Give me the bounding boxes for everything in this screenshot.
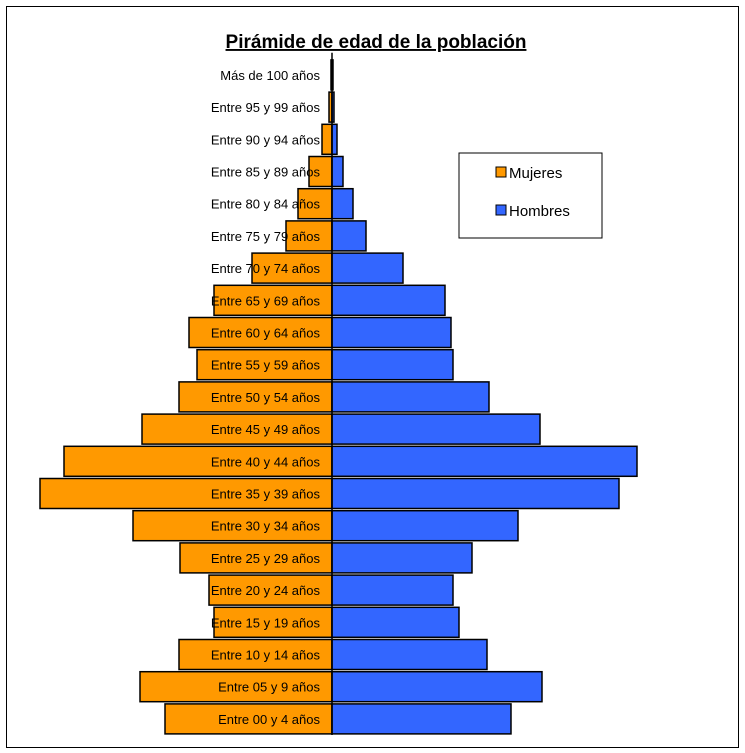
bar-hombres-entre-10-y-14-anos <box>331 638 488 671</box>
bar-mujeres-entre-00-y-4-anos <box>164 703 333 735</box>
bar-mujeres-entre-05-y-9-anos <box>139 670 333 703</box>
category-label-entre-45-y-49-anos: Entre 45 y 49 años <box>211 422 321 437</box>
legend: Mujeres Hombres <box>458 152 603 239</box>
category-label-entre-35-y-39-anos: Entre 35 y 39 años <box>211 487 321 502</box>
category-label-entre-75-y-79-anos: Entre 75 y 79 años <box>211 229 321 244</box>
legend-swatch-hombres <box>495 204 507 216</box>
legend-label-mujeres: Mujeres <box>509 165 562 182</box>
bar-mujeres-entre-20-y-24-anos <box>208 574 333 606</box>
bar-hombres-entre-60-y-64-anos <box>331 316 452 349</box>
bar-hombres-entre-80-y-84-anos <box>331 187 354 220</box>
category-label-entre-80-y-84-anos: Entre 80 y 84 años <box>211 197 321 212</box>
bar-hombres-entre-00-y-4-anos <box>331 703 512 735</box>
category-label-entre-40-y-44-anos: Entre 40 y 44 años <box>211 454 321 469</box>
category-label-entre-55-y-59-anos: Entre 55 y 59 años <box>211 358 321 373</box>
bar-mujeres-entre-50-y-54-anos <box>178 381 333 413</box>
legend-label-hombres: Hombres <box>509 203 570 220</box>
category-label-entre-70-y-74-anos: Entre 70 y 74 años <box>211 261 321 276</box>
bar-hombres-entre-50-y-54-anos <box>331 381 490 413</box>
category-label-entre-00-y-4-anos: Entre 00 y 4 años <box>218 712 320 727</box>
bar-hombres-entre-15-y-19-anos <box>331 606 460 639</box>
category-label-entre-90-y-94-anos: Entre 90 y 94 años <box>211 132 321 147</box>
chart-title: Pirámide de edad de la población <box>226 32 527 53</box>
bar-mujeres-entre-60-y-64-anos <box>188 316 333 349</box>
category-labels-layer: Entre 00 y 4 años Entre 05 y 9 años Entre … <box>211 68 321 727</box>
category-label-entre-50-y-54-anos: Entre 50 y 54 años <box>211 390 321 405</box>
category-label-mas-de-100-anos: Más de 100 años <box>220 68 320 83</box>
legend-swatch-mujeres <box>495 166 507 178</box>
category-label-entre-20-y-24-anos: Entre 20 y 24 años <box>211 583 321 598</box>
bar-mujeres-entre-65-y-69-anos <box>213 284 333 317</box>
bar-hombres-entre-30-y-34-anos <box>331 509 519 542</box>
bar-mujeres-entre-55-y-59-anos <box>196 348 333 381</box>
bar-hombres-entre-20-y-24-anos <box>331 574 454 606</box>
category-label-entre-25-y-29-anos: Entre 25 y 29 años <box>211 551 321 566</box>
chart-frame: Pirámide de edad de la población Entre 0… <box>6 6 739 748</box>
category-label-entre-60-y-64-anos: Entre 60 y 64 años <box>211 326 321 341</box>
category-label-entre-30-y-34-anos: Entre 30 y 34 años <box>211 519 321 534</box>
bar-mujeres-entre-75-y-79-anos <box>285 220 333 252</box>
bar-mujeres-entre-40-y-44-anos <box>63 445 333 478</box>
bar-hombres-entre-25-y-29-anos <box>331 542 473 574</box>
bar-hombres-entre-75-y-79-anos <box>331 220 367 252</box>
category-label-entre-10-y-14-anos: Entre 10 y 14 años <box>211 648 321 663</box>
category-label-entre-65-y-69-anos: Entre 65 y 69 años <box>211 293 321 308</box>
bar-mujeres-entre-15-y-19-anos <box>213 606 333 639</box>
category-label-entre-15-y-19-anos: Entre 15 y 19 años <box>211 615 321 630</box>
bar-mujeres-entre-45-y-49-anos <box>141 413 333 445</box>
bar-hombres-entre-35-y-39-anos <box>331 477 620 510</box>
category-label-entre-95-y-99-anos: Entre 95 y 99 años <box>211 100 321 115</box>
bars-layer <box>39 59 638 735</box>
bar-mujeres-entre-90-y-94-anos <box>321 123 333 156</box>
bar-hombres-entre-85-y-89-anos <box>331 155 344 188</box>
bar-hombres-entre-55-y-59-anos <box>331 348 454 381</box>
bar-hombres-entre-40-y-44-anos <box>331 445 638 478</box>
bar-hombres-entre-05-y-9-anos <box>331 670 543 703</box>
bar-mujeres-entre-10-y-14-anos <box>178 638 333 671</box>
legend-box <box>458 152 603 239</box>
bar-hombres-entre-65-y-69-anos <box>331 284 446 317</box>
category-label-entre-05-y-9-anos: Entre 05 y 9 años <box>218 680 320 695</box>
bar-mujeres-entre-70-y-74-anos <box>251 252 333 284</box>
category-label-entre-85-y-89-anos: Entre 85 y 89 años <box>211 165 321 180</box>
bar-hombres-entre-45-y-49-anos <box>331 413 541 445</box>
population-pyramid-chart: Pirámide de edad de la población Entre 0… <box>39 32 638 735</box>
bar-hombres-entre-70-y-74-anos <box>331 252 404 284</box>
bar-mujeres-entre-30-y-34-anos <box>132 509 333 542</box>
